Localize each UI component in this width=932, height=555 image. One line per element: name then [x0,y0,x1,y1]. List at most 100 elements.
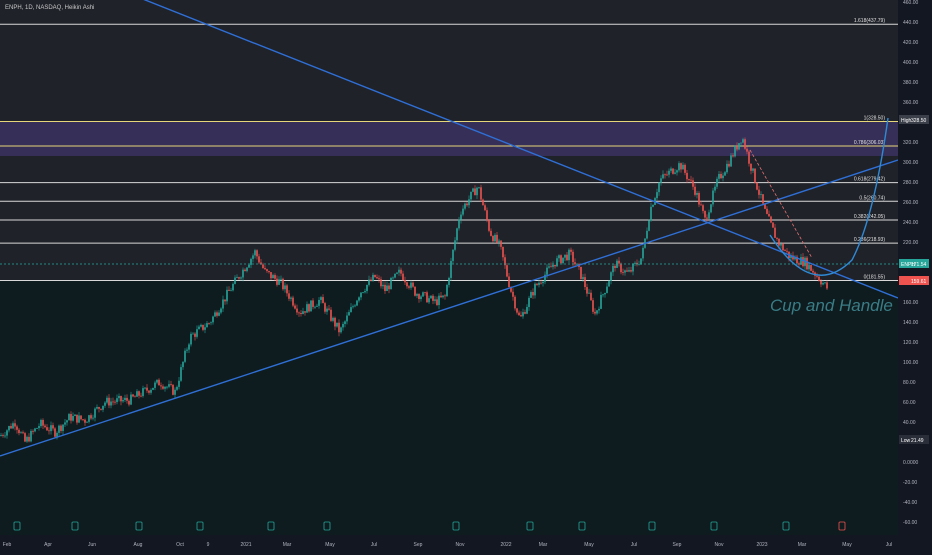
candle-body [272,275,274,279]
time-tick-label: Jul [631,542,637,548]
fib-level-label: 0(181.55) [864,274,886,280]
time-tick-label: Nov [456,542,465,548]
candle-body [440,295,442,298]
low-label: Low [901,438,911,444]
candle-body [314,306,316,308]
candle-body [400,269,402,274]
candle-body [720,173,722,179]
cup-and-handle-label: Cup and Handle [770,296,893,315]
time-tick-label: Jul [886,542,892,548]
candle-body [202,324,204,330]
candle-body [568,249,570,261]
candle-body [598,308,600,311]
candle-body [638,264,640,266]
ascending-trendline [0,159,899,457]
last-price-value: 171.54 [911,262,927,268]
price-axis[interactable]: -60.00-40.00-20.000.000020.0040.0060.008… [898,0,932,550]
candle-body [410,282,412,288]
candle-body [526,307,528,314]
candle-body [306,304,308,313]
candle-body [776,237,778,239]
candle-body [518,312,520,316]
fib-retracement[interactable]: 1.618(437.79) 1(328.50) 0.786(306.03) 0.618… [0,18,898,281]
candle-body [8,426,10,431]
candle-body [732,155,734,157]
candle-body [20,432,22,434]
candle-body [110,401,112,406]
candle-body [68,414,70,421]
price-tick-label: 60.00 [903,400,916,406]
candle-body [304,311,306,313]
candle-body [246,267,248,272]
candle-body [100,408,102,410]
candle-body [142,388,144,397]
candle-body [674,172,676,174]
candle-body [384,284,386,292]
candle-body [484,205,486,211]
candle-body [112,401,114,403]
candle-body [348,312,350,316]
event-marker [13,521,21,531]
candle-body [374,274,376,278]
candle-body [42,419,44,426]
candle-body [360,292,362,298]
candle-body [728,163,730,167]
candle-body [350,307,352,313]
candle-body [608,281,610,287]
candle-body [116,398,118,403]
candle-body [274,275,276,279]
candle-body [30,430,32,442]
candle-body [190,333,192,345]
candle-body [450,260,452,278]
candle-body [580,266,582,280]
event-marker [323,521,331,531]
candle-body [486,210,488,221]
candle-body [498,240,500,243]
price-tick-label: 120.00 [903,340,919,346]
candle-body [744,139,746,149]
price-tick-label: -40.00 [903,500,917,506]
candle-body [778,238,780,246]
candle-body [16,426,18,430]
event-marker [648,521,656,531]
candle-body [194,333,196,337]
candle-body [750,163,752,171]
candle-body [38,426,40,429]
time-tick-label: Mar [283,542,292,548]
trendlines[interactable] [0,0,899,457]
candle-body [404,280,406,283]
candle-body [610,272,612,282]
candle-body [574,262,576,265]
last-price-label: ENPH [901,262,915,268]
candle-body [546,267,548,275]
cup-curve [769,117,889,276]
candle-body [144,387,146,389]
candle-body [226,289,228,302]
candle-body [86,421,88,423]
candle-body [538,282,540,285]
candle-body [258,256,260,263]
candle-body [762,194,764,204]
candle-body [648,220,650,231]
candle-body [62,424,64,431]
candle-body [622,272,624,273]
candle-body [596,310,598,314]
candle-body [458,219,460,229]
candle-body [558,255,560,259]
candle-body [166,386,168,388]
candle-body [192,333,194,335]
candle-body [82,419,84,421]
candle-body [786,250,788,252]
candle-body [128,400,130,405]
candle-body [572,251,574,263]
fib-level-label: 1.618(437.79) [854,18,885,24]
candle-body [328,308,330,310]
candle-body [550,266,552,268]
price-tick-label: 160.00 [903,300,919,306]
time-tick-label: Jun [88,542,96,548]
candle-body [130,394,132,405]
candle-body [224,299,226,302]
time-axis[interactable]: Feb Apr Jun Aug Oct 9 2021 Mar May Jul Sep Nov 2022 M… [0,521,932,550]
